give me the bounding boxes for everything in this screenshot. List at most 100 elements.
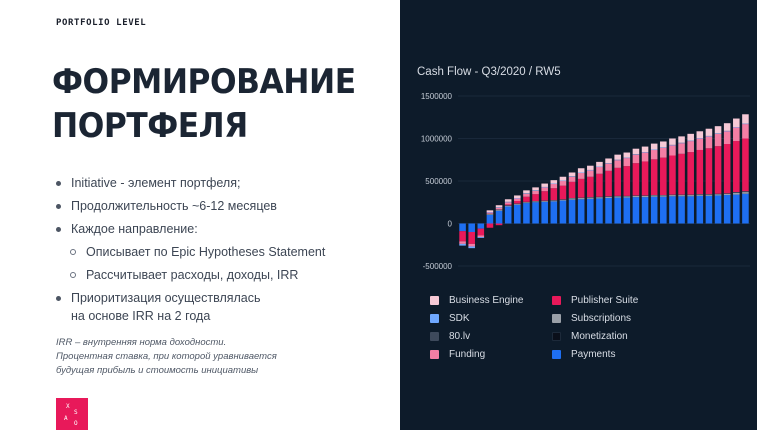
bar-segment — [641, 197, 649, 224]
bar-segment — [605, 196, 612, 197]
chart-title: Cash Flow - Q3/2020 / RW5 — [417, 66, 561, 78]
bullet-dot-icon — [56, 227, 61, 232]
bar-segment — [504, 201, 512, 203]
y-tick-label: 1500000 — [421, 92, 453, 101]
irr-note: IRR – внутренняя норма доходности. Проце… — [56, 337, 277, 376]
bar-segment — [650, 195, 658, 197]
bar-segment — [559, 180, 567, 182]
bar-segment — [632, 163, 640, 196]
y-tick-label: 0 — [448, 220, 453, 229]
legend-label: Subscriptions — [571, 313, 632, 324]
bar-segment — [559, 176, 567, 181]
bar-segment — [614, 197, 621, 224]
title-line-1: ФОРМИРОВАНИЕ — [52, 62, 356, 102]
bar-segment — [495, 209, 503, 210]
bar-segment — [723, 130, 731, 132]
bar-segment — [650, 196, 658, 224]
bar-segment — [660, 147, 667, 158]
bar-segment — [459, 231, 466, 242]
bar-segment — [596, 166, 603, 174]
bar-segment — [733, 127, 740, 128]
bar-segment — [459, 243, 466, 246]
bar-segment — [614, 195, 621, 197]
legend-swatch-icon — [552, 332, 561, 341]
bar-segment — [523, 203, 530, 224]
bar-segment — [742, 191, 749, 193]
bullet-ring-icon — [70, 272, 76, 278]
bar-segment — [705, 148, 713, 195]
bar-segment — [550, 180, 558, 184]
bar-segment — [687, 140, 694, 142]
bar-segment — [742, 114, 749, 124]
y-tick-label: -500000 — [423, 262, 453, 271]
bar-segment — [678, 194, 685, 196]
bar-segment — [632, 148, 640, 155]
bar-segment — [660, 196, 667, 224]
bar-segment — [605, 198, 612, 224]
bar-segment — [514, 198, 521, 201]
bar-segment — [559, 185, 567, 200]
bar-segment — [514, 204, 521, 224]
bar-segment — [550, 201, 558, 224]
bar-segment — [678, 195, 685, 197]
bar-segment — [660, 195, 667, 196]
bar-segment — [477, 223, 485, 229]
legend-item: Business Engine — [430, 295, 524, 306]
bar-segment — [532, 202, 539, 224]
chart-panel: Cash Flow - Q3/2020 / RW5 1500000 1000000… — [400, 0, 757, 430]
bar-segment — [641, 195, 649, 198]
bar-segment — [723, 195, 731, 224]
bar-segment — [614, 167, 621, 196]
bar-segment — [696, 194, 704, 195]
bar-segment — [733, 118, 740, 128]
legend-label: Payments — [571, 349, 616, 360]
legend-item: 80.lv — [430, 331, 470, 342]
bar-segment — [678, 136, 685, 143]
bar-segment — [504, 205, 512, 207]
bar-segment — [577, 199, 585, 224]
bar-segment — [568, 172, 576, 177]
bar-segment — [550, 200, 558, 202]
bar-segment — [495, 207, 503, 210]
bar-segment — [495, 205, 503, 208]
legend-item: Funding — [430, 349, 485, 360]
y-tick-label: 500000 — [425, 177, 452, 186]
bar-segment — [714, 133, 722, 134]
slide-left-panel: PORTFOLIO LEVEL ФОРМИРОВАНИЕ ПОРТФЕЛЯ In… — [52, 18, 386, 430]
bar-segment — [568, 181, 576, 198]
bar-segment — [623, 197, 631, 224]
bar-segment — [623, 196, 631, 198]
bar-segment — [687, 196, 694, 224]
title-line-2: ПОРТФЕЛЯ — [52, 106, 248, 146]
bar-segment — [641, 195, 649, 196]
bar-segment — [504, 205, 512, 206]
bar-segment — [669, 155, 676, 195]
company-logo: X S A O — [56, 398, 88, 430]
bar-segment — [696, 194, 704, 196]
bar-segment — [541, 201, 548, 224]
bar-segment — [687, 194, 694, 196]
bar-segment — [605, 163, 612, 164]
bar-segment — [723, 193, 731, 194]
bar-segment — [733, 192, 740, 193]
bar-segment — [495, 223, 503, 226]
bar-segment — [495, 209, 503, 211]
bar-segment — [660, 157, 667, 196]
bar-segment — [495, 210, 503, 224]
bar-segment — [532, 190, 539, 191]
bar-segment — [532, 201, 539, 203]
bar-segment — [660, 147, 667, 148]
bar-segment — [660, 141, 667, 148]
bar-segment — [514, 203, 521, 205]
bar-segment — [559, 199, 567, 201]
bar-segment — [477, 235, 485, 238]
bar-segment — [596, 161, 603, 167]
bar-segment — [459, 223, 466, 232]
bar-segment — [742, 124, 749, 139]
bullet-item: Продолжительность ~6-12 месяцев — [56, 197, 386, 215]
bar-segment — [550, 188, 558, 201]
legend-swatch-icon — [552, 314, 561, 323]
bar-segment — [532, 190, 539, 195]
bar-segment — [650, 195, 658, 196]
legend-label: Business Engine — [449, 295, 524, 306]
